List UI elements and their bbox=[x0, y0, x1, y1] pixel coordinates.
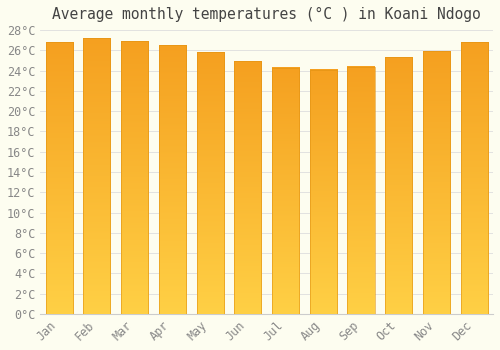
Bar bbox=[460, 42, 488, 314]
Bar bbox=[423, 51, 450, 314]
Bar bbox=[234, 62, 262, 314]
Bar bbox=[46, 42, 73, 314]
Bar bbox=[385, 57, 412, 314]
Bar bbox=[196, 52, 224, 314]
Bar bbox=[121, 41, 148, 314]
Bar bbox=[84, 38, 110, 314]
Bar bbox=[272, 68, 299, 314]
Bar bbox=[159, 45, 186, 314]
Bar bbox=[310, 70, 337, 314]
Title: Average monthly temperatures (°C ) in Koani Ndogo: Average monthly temperatures (°C ) in Ko… bbox=[52, 7, 481, 22]
Bar bbox=[348, 66, 374, 314]
